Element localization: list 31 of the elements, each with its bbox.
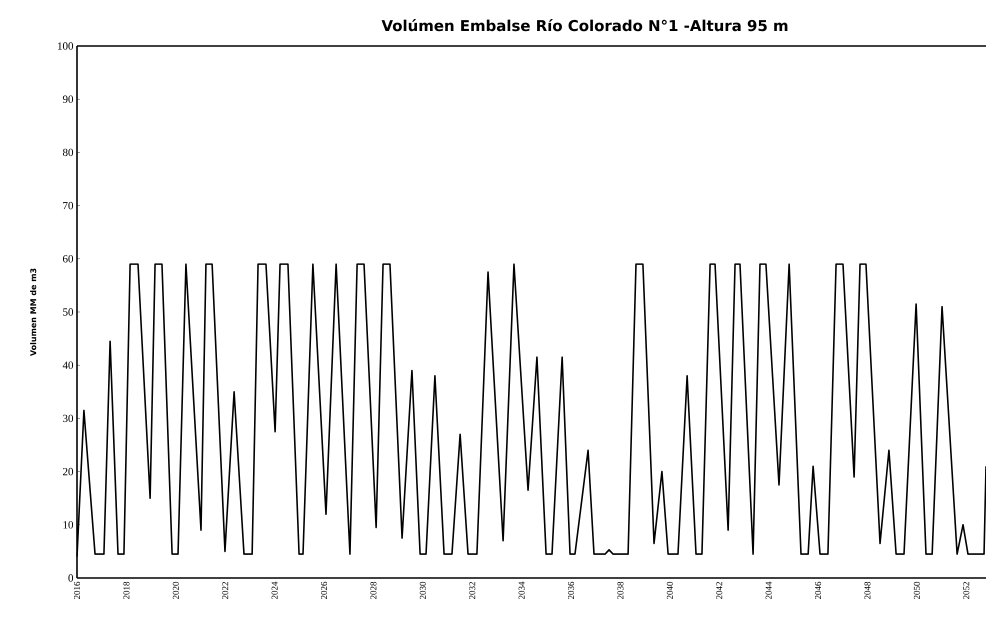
x-tick-label: 2046: [815, 582, 822, 600]
y-tick-label: 40: [62, 362, 74, 369]
x-tick-label: 2040: [666, 582, 673, 600]
y-tick-label: 20: [63, 468, 74, 476]
y-tick-label: 100: [58, 42, 74, 50]
y-tick-label: 50: [63, 308, 74, 316]
x-tick-label: 2044: [766, 582, 772, 600]
x-tick-label: 2018: [123, 582, 130, 600]
x-tick-label: 2050: [914, 582, 920, 600]
y-tick-label: 10: [63, 521, 74, 528]
y-tick-label: 60: [62, 255, 74, 262]
y-tick-label: 30: [63, 414, 74, 422]
y-tick-label: 90: [62, 96, 74, 103]
x-tick-label: 2020: [172, 582, 179, 600]
x-tick-label: 2016: [74, 582, 80, 600]
x-tick-label: 2026: [320, 582, 328, 600]
x-tick-label: 2052: [963, 582, 970, 600]
x-tick-label: 2024: [272, 582, 278, 600]
x-tick-label: 2022: [222, 582, 228, 600]
y-tick-label: 70: [63, 202, 74, 210]
y-tick-label: 0: [68, 574, 74, 582]
x-tick-label: 2038: [617, 582, 624, 600]
y-tick-label: 80: [62, 148, 74, 156]
x-tick-label: 2048: [864, 582, 870, 600]
chart-title: Volúmen Embalse Río Colorado N°1 -Altura 95 m: [382, 19, 788, 32]
x-tick-label: 2032: [469, 582, 476, 600]
x-tick-label: 2036: [568, 582, 574, 600]
x-tick-label: 2042: [716, 582, 722, 600]
x-tick-label: 2028: [370, 582, 376, 600]
x-tick-label: 2034: [518, 582, 525, 600]
x-tick-label: 2030: [420, 582, 426, 600]
